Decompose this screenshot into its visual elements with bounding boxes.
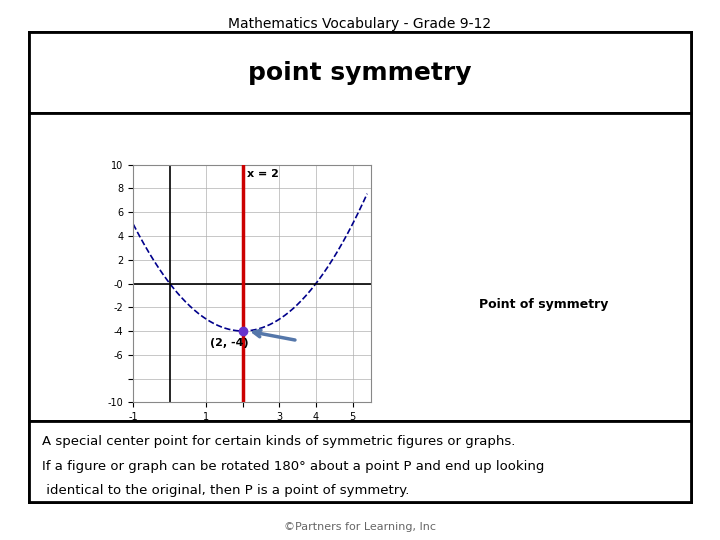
Text: x = 2: x = 2 [247, 168, 279, 179]
Text: Point of symmetry: Point of symmetry [480, 298, 608, 310]
Text: A special center point for certain kinds of symmetric figures or graphs.: A special center point for certain kinds… [42, 435, 516, 448]
Text: identical to the original, then P is a point of symmetry.: identical to the original, then P is a p… [42, 483, 410, 497]
Text: (2, -4): (2, -4) [210, 339, 248, 348]
Text: If a figure or graph can be rotated 180° about a point P and end up looking: If a figure or graph can be rotated 180°… [42, 460, 544, 473]
Text: Mathematics Vocabulary - Grade 9-12: Mathematics Vocabulary - Grade 9-12 [228, 17, 492, 31]
Text: point symmetry: point symmetry [248, 61, 472, 85]
Text: ©Partners for Learning, Inc: ©Partners for Learning, Inc [284, 522, 436, 531]
